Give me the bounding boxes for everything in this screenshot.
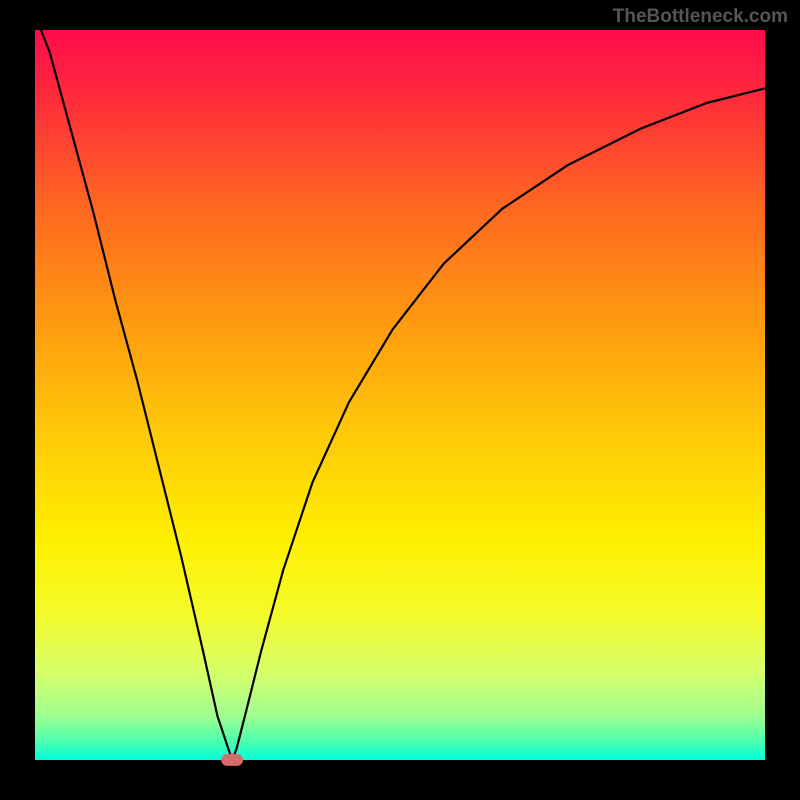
watermark-text: TheBottleneck.com <box>613 6 788 28</box>
optimum-marker <box>221 754 243 766</box>
plot-background <box>35 30 765 760</box>
bottleneck-chart <box>0 0 800 800</box>
